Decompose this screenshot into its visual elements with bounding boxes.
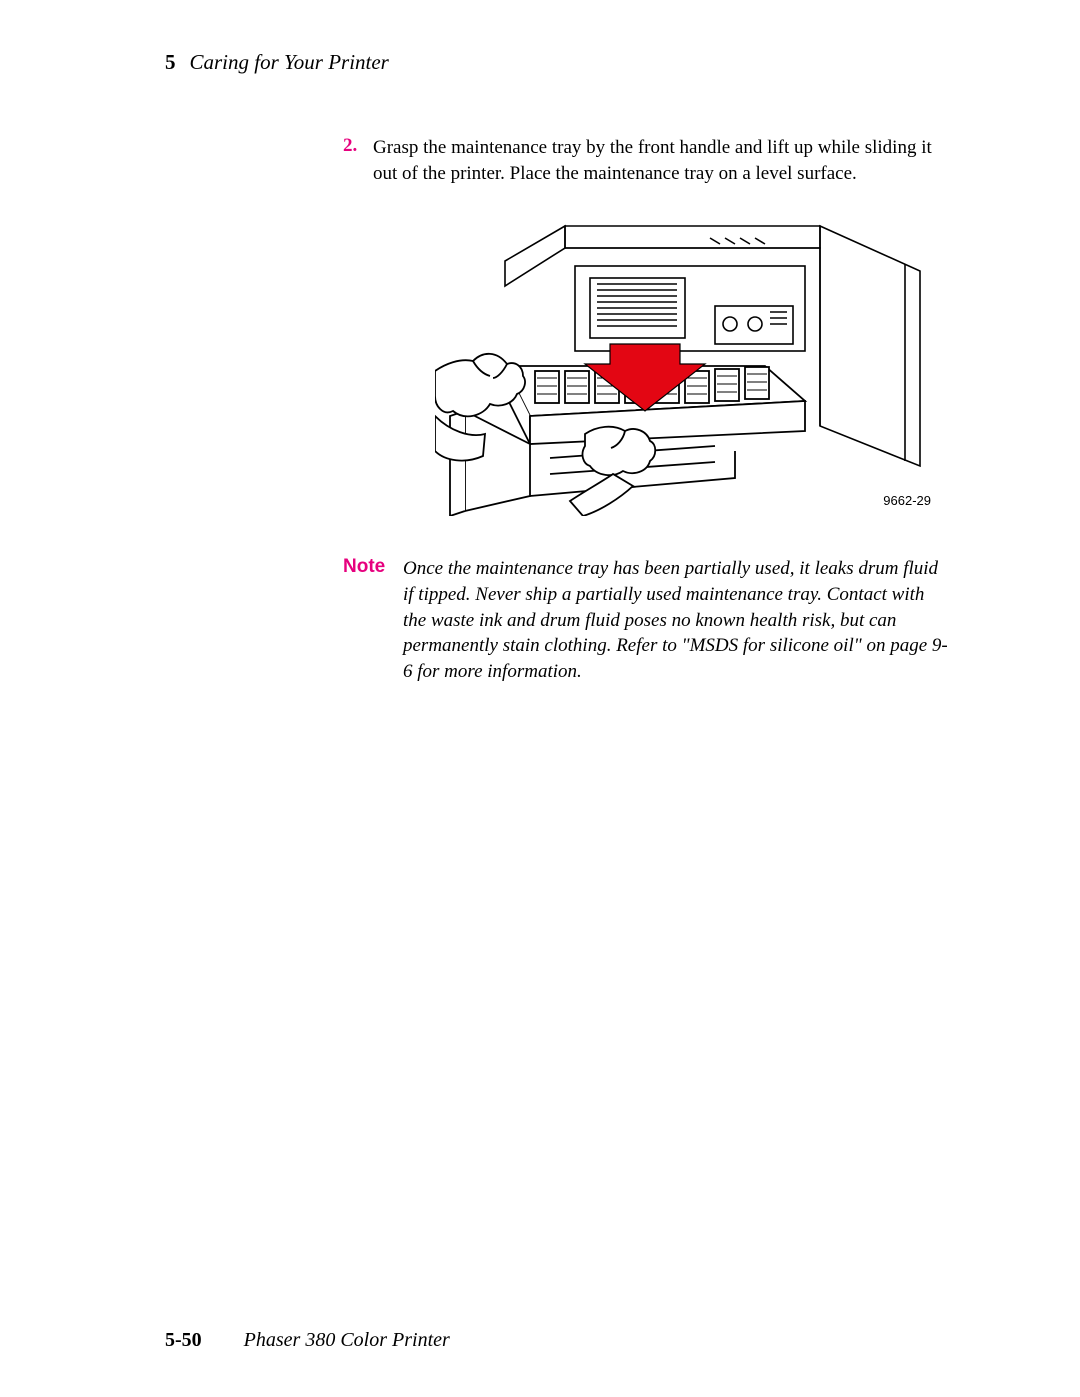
page-footer: 5-50 Phaser 380 Color Printer	[165, 1329, 450, 1352]
step-text: Grasp the maintenance tray by the front …	[373, 135, 950, 186]
page-number: 5-50	[165, 1329, 202, 1352]
chapter-number: 5	[165, 50, 176, 75]
step-2: 2. Grasp the maintenance tray by the fro…	[343, 135, 950, 186]
step-number: 2.	[343, 135, 373, 186]
figure-reference-id: 9662-29	[883, 493, 931, 508]
maintenance-tray-figure: 9662-29	[435, 216, 945, 516]
printer-illustration	[435, 216, 945, 516]
note-text: Once the maintenance tray has been parti…	[403, 556, 950, 684]
product-name: Phaser 380 Color Printer	[244, 1329, 450, 1352]
page-container: 5 Caring for Your Printer 2. Grasp the m…	[0, 0, 1080, 1397]
page-header: 5 Caring for Your Printer	[165, 50, 950, 75]
note-label: Note	[343, 556, 403, 684]
note-block: Note Once the maintenance tray has been …	[343, 556, 950, 684]
chapter-title: Caring for Your Printer	[190, 50, 389, 75]
